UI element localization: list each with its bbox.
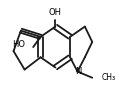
Text: OH: OH [49, 8, 62, 17]
Text: CH₃: CH₃ [102, 73, 116, 82]
Text: N: N [75, 67, 82, 76]
Text: HO: HO [13, 40, 26, 49]
